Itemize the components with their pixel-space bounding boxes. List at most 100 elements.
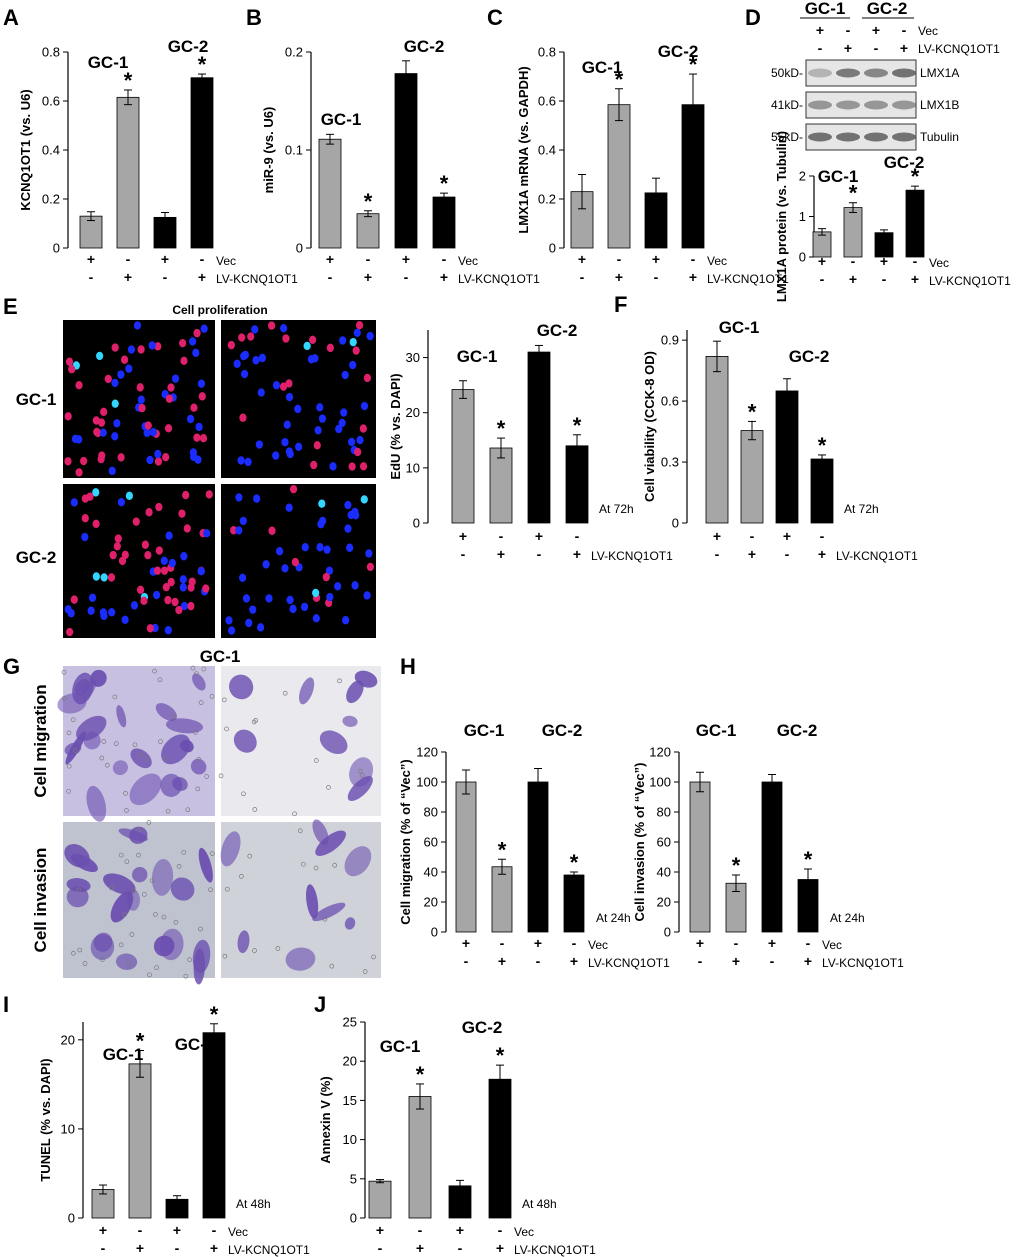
y-tick-label: 0: [68, 1211, 75, 1226]
panel-letter: D: [0, 0, 16, 5]
y-tick-label: 0.6: [661, 394, 679, 409]
membrane-pore: [124, 859, 130, 864]
nucleus: [242, 594, 251, 603]
nucleus: [107, 573, 116, 582]
group-label-gc1: GC-1: [818, 167, 859, 186]
y-tick-label: 80: [424, 805, 438, 820]
nucleus: [189, 337, 197, 346]
panel-letter: A: [3, 5, 19, 30]
sign-lv: -: [698, 953, 703, 969]
membrane-pore: [138, 752, 144, 758]
sign-lv: +: [416, 1240, 424, 1256]
nucleus: [114, 534, 122, 543]
nucleus: [352, 346, 360, 355]
nucleus: [235, 526, 243, 535]
membrane-pore: [193, 730, 198, 735]
blot-band: [892, 68, 916, 78]
membrane-pore: [297, 828, 303, 834]
stained-cell: [64, 843, 90, 868]
sign-vec: +: [818, 253, 826, 269]
nucleus: [145, 508, 153, 517]
nucleus: [314, 426, 322, 435]
bar: [368, 1180, 392, 1219]
sign-lv: +: [573, 546, 581, 562]
y-axis-label: Cell viability (CCK-8 OD): [642, 351, 657, 502]
membrane-pore: [221, 697, 227, 703]
bar: [527, 781, 549, 933]
sign-lv: +: [911, 271, 919, 287]
membrane-pore: [62, 696, 67, 701]
y-tick-label: 10: [343, 1132, 357, 1147]
membrane-pore: [337, 678, 342, 684]
bar: [190, 77, 214, 249]
nucleus: [154, 342, 162, 351]
blot-row-vec: Vec: [918, 24, 938, 38]
nucleus: [247, 332, 255, 341]
membrane-pore: [193, 671, 199, 677]
nucleus: [113, 419, 121, 428]
membrane-pore: [173, 919, 179, 925]
time-note: At 72h: [599, 502, 634, 516]
nucleus: [310, 460, 318, 470]
y-tick-label: 60: [424, 835, 438, 850]
significance-star: *: [615, 67, 624, 92]
nucleus: [237, 456, 245, 465]
sign-vec: +: [99, 1222, 107, 1238]
membrane-pore: [241, 791, 246, 797]
nucleus: [205, 490, 213, 499]
stained-cell: [170, 877, 195, 901]
significance-star: *: [210, 1002, 219, 1027]
nucleus: [68, 365, 76, 374]
nucleus: [366, 331, 374, 341]
sign-lv: +: [570, 953, 578, 969]
significance-star: *: [849, 181, 858, 206]
sign-vec: -: [212, 1222, 217, 1238]
membrane-pore: [252, 948, 257, 953]
nucleus: [199, 434, 208, 443]
nucleus: [100, 407, 108, 417]
bar: [128, 1063, 152, 1219]
stained-cell: [285, 947, 316, 971]
significance-star: *: [198, 52, 207, 77]
nucleus: [289, 604, 297, 614]
blot-band: [808, 100, 832, 110]
bar: [451, 389, 475, 524]
nucleus: [253, 494, 261, 503]
sign-lv: +: [732, 953, 740, 969]
nucleus: [257, 388, 265, 397]
nucleus: [326, 592, 334, 602]
membrane-pore: [146, 820, 152, 825]
panel-letter: D: [745, 5, 761, 30]
bar: [356, 213, 380, 249]
stained-cell: [86, 785, 107, 822]
nucleus: [198, 392, 206, 401]
nucleus: [88, 593, 97, 602]
sign-lv: +: [689, 269, 697, 285]
sign-vec: +: [713, 528, 721, 544]
nucleus: [182, 490, 190, 500]
nucleus: [285, 503, 293, 512]
y-tick-label: 20: [61, 1032, 75, 1047]
nucleus: [133, 321, 142, 330]
nucleus: [349, 360, 357, 370]
significance-star: *: [689, 52, 698, 77]
nucleus: [167, 577, 175, 587]
membrane-pore: [176, 864, 182, 869]
nucleus: [113, 542, 121, 551]
nucleus: [316, 543, 324, 552]
sign-vec: -: [200, 251, 205, 267]
group-label-gc2: GC-2: [537, 321, 578, 340]
blot-sign-lv: -: [874, 40, 879, 56]
membrane-pore: [198, 700, 204, 705]
y-tick-label: 10: [61, 1121, 75, 1136]
blot-protein: LMX1B: [920, 98, 959, 112]
nucleus: [187, 583, 195, 592]
nucleus: [96, 351, 104, 361]
panel-letter: E: [3, 294, 18, 319]
nucleus: [165, 531, 173, 540]
nucleus: [272, 451, 280, 460]
nucleus: [141, 540, 149, 549]
sign-lv: +: [440, 269, 448, 285]
nucleus: [153, 590, 161, 600]
nucleus: [180, 601, 189, 611]
